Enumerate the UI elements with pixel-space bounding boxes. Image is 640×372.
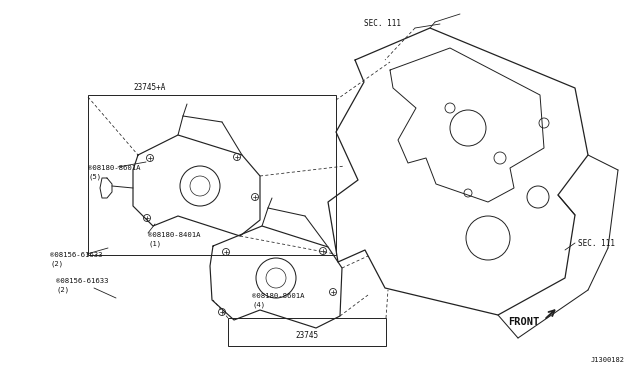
Bar xyxy=(228,318,386,346)
Text: FRONT: FRONT xyxy=(508,317,540,327)
Text: SEC. 111: SEC. 111 xyxy=(578,238,615,247)
Text: 23745+A: 23745+A xyxy=(134,83,166,93)
Text: SEC. 111: SEC. 111 xyxy=(364,19,401,29)
Text: ®08180-8401A
(1): ®08180-8401A (1) xyxy=(148,232,200,247)
Text: ®08180-8601A
(5): ®08180-8601A (5) xyxy=(88,165,141,180)
Text: 23745: 23745 xyxy=(296,331,319,340)
Bar xyxy=(88,95,336,255)
Text: ®08156-61633
(2): ®08156-61633 (2) xyxy=(56,278,109,293)
Text: J1300182: J1300182 xyxy=(591,357,625,363)
Text: ®08180-8601A
(4): ®08180-8601A (4) xyxy=(252,293,305,308)
Text: ®08156-61633
(2): ®08156-61633 (2) xyxy=(50,252,102,267)
